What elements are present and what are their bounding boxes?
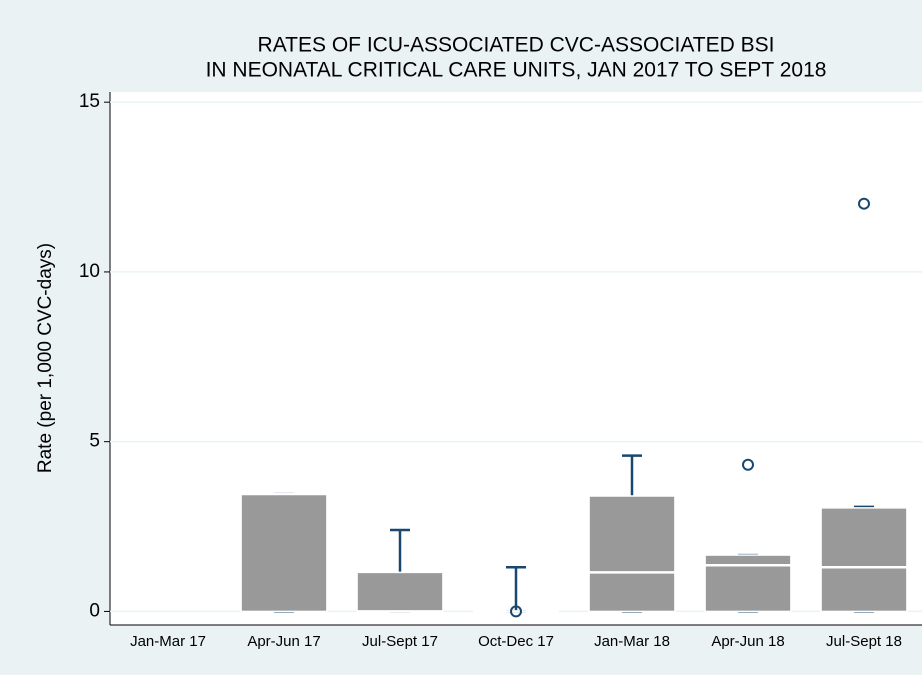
y-tick-label: 0 xyxy=(89,600,100,621)
x-tick-label: Apr-Jun 18 xyxy=(711,633,784,650)
y-tick-label: 5 xyxy=(89,431,100,452)
box xyxy=(240,493,328,613)
plot-area xyxy=(110,92,922,625)
box xyxy=(356,571,444,613)
box xyxy=(704,554,792,613)
outlier xyxy=(858,197,870,210)
x-tick-label: Jan-Mar 17 xyxy=(130,633,206,650)
chart-title: IN NEONATAL CRITICAL CARE UNITS, JAN 201… xyxy=(206,59,827,82)
outlier xyxy=(510,605,522,618)
y-axis-label: Rate (per 1,000 CVC-days) xyxy=(35,243,56,473)
x-tick-label: Apr-Jun 17 xyxy=(247,633,320,650)
x-tick-label: Jan-Mar 18 xyxy=(594,633,670,650)
y-tick-label: 10 xyxy=(79,261,100,282)
x-tick-label: Jul-Sept 17 xyxy=(362,633,438,650)
y-tick-label: 15 xyxy=(79,91,100,112)
x-tick-label: Jul-Sept 18 xyxy=(826,633,902,650)
x-tick-label: Oct-Dec 17 xyxy=(478,633,554,650)
outlier xyxy=(742,458,754,471)
box xyxy=(820,507,908,613)
chart-title: RATES OF ICU-ASSOCIATED CVC-ASSOCIATED B… xyxy=(258,34,775,57)
box xyxy=(588,495,676,613)
